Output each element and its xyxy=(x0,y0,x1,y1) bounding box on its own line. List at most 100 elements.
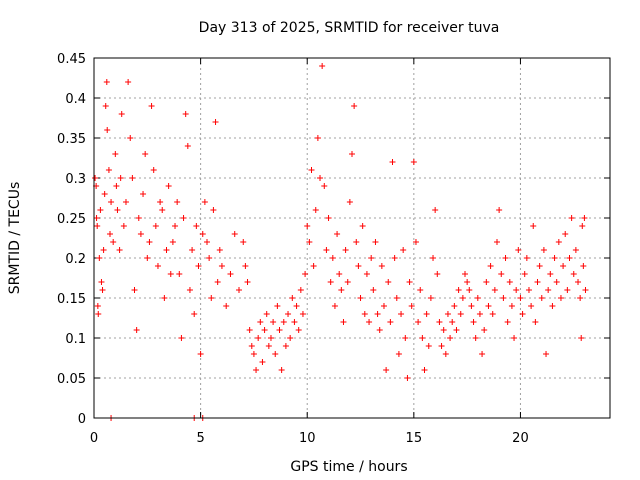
data-point xyxy=(295,327,302,333)
data-point xyxy=(351,103,358,109)
data-point xyxy=(545,287,552,293)
data-point xyxy=(104,127,111,133)
data-point xyxy=(342,247,349,253)
data-point xyxy=(547,271,554,277)
data-point xyxy=(349,151,355,157)
data-point xyxy=(575,279,582,285)
data-point xyxy=(105,167,112,173)
y-tick-label: 0.45 xyxy=(57,52,86,67)
data-point xyxy=(532,319,539,325)
data-point xyxy=(135,215,142,221)
data-point xyxy=(434,271,441,277)
data-point xyxy=(148,103,155,109)
data-point xyxy=(99,287,106,293)
x-tick-label: 10 xyxy=(299,431,316,446)
data-point xyxy=(582,287,589,293)
data-point xyxy=(370,287,377,293)
data-point xyxy=(112,151,119,157)
data-point xyxy=(568,215,575,221)
data-point xyxy=(419,335,426,341)
data-point xyxy=(432,207,439,213)
data-point xyxy=(308,167,315,173)
data-point xyxy=(227,271,234,277)
data-point xyxy=(122,199,129,205)
data-point xyxy=(444,311,451,317)
data-point xyxy=(108,199,115,205)
data-point xyxy=(513,287,520,293)
data-point xyxy=(577,295,584,301)
data-point xyxy=(274,303,281,309)
data-point xyxy=(302,271,309,277)
data-point xyxy=(417,287,424,293)
data-point xyxy=(206,255,213,261)
data-point xyxy=(312,207,319,213)
data-point xyxy=(557,295,564,301)
data-point xyxy=(400,247,407,253)
y-axis-title: SRMTID / TECUs xyxy=(7,182,23,295)
data-point xyxy=(340,319,347,325)
data-point xyxy=(116,247,123,253)
data-point xyxy=(144,255,151,261)
data-point xyxy=(427,295,434,301)
data-point xyxy=(189,247,196,253)
data-point xyxy=(299,311,306,317)
data-point xyxy=(319,63,326,69)
x-tick-label: 15 xyxy=(406,431,423,446)
data-point xyxy=(581,215,588,221)
data-point xyxy=(580,263,587,269)
data-point xyxy=(566,255,573,261)
data-point xyxy=(447,335,454,341)
data-point xyxy=(346,199,353,205)
data-point xyxy=(235,287,242,293)
data-point xyxy=(157,199,164,205)
data-point xyxy=(293,303,300,309)
data-point xyxy=(423,311,430,317)
data-point xyxy=(142,151,149,157)
data-point xyxy=(323,247,330,253)
data-point xyxy=(412,239,419,245)
data-point xyxy=(314,135,321,141)
data-point xyxy=(218,263,225,269)
data-point xyxy=(383,367,390,373)
data-point xyxy=(150,167,157,173)
data-point xyxy=(457,311,464,317)
data-point xyxy=(517,295,524,301)
data-point xyxy=(96,255,103,261)
data-point xyxy=(521,271,528,277)
data-point xyxy=(204,239,211,245)
data-point xyxy=(103,79,110,85)
data-point xyxy=(92,175,99,181)
data-point xyxy=(182,111,189,117)
data-point xyxy=(455,287,462,293)
data-point xyxy=(468,303,475,309)
data-point xyxy=(442,351,449,357)
data-point xyxy=(178,335,185,341)
data-point xyxy=(534,279,541,285)
data-point xyxy=(404,375,411,381)
data-point xyxy=(491,287,498,293)
data-point xyxy=(310,263,317,269)
data-point xyxy=(163,247,170,253)
data-point xyxy=(169,239,176,245)
data-point xyxy=(255,335,262,341)
data-point xyxy=(498,271,505,277)
data-point xyxy=(129,175,136,181)
data-point xyxy=(361,311,368,317)
data-point xyxy=(321,183,328,189)
data-point xyxy=(140,191,147,197)
data-point xyxy=(248,343,255,349)
y-tick-label: 0 xyxy=(78,412,86,427)
data-point xyxy=(193,223,200,229)
data-point xyxy=(519,311,526,317)
data-point xyxy=(291,319,298,325)
data-point xyxy=(101,191,108,197)
data-point xyxy=(137,231,144,237)
data-point xyxy=(378,263,385,269)
data-point xyxy=(504,319,511,325)
data-point xyxy=(472,335,479,341)
chart-title: Day 313 of 2025, SRMTID for receiver tuv… xyxy=(199,20,500,36)
data-point xyxy=(304,223,311,229)
data-point xyxy=(530,223,537,229)
data-point xyxy=(276,327,283,333)
data-point xyxy=(357,295,364,301)
